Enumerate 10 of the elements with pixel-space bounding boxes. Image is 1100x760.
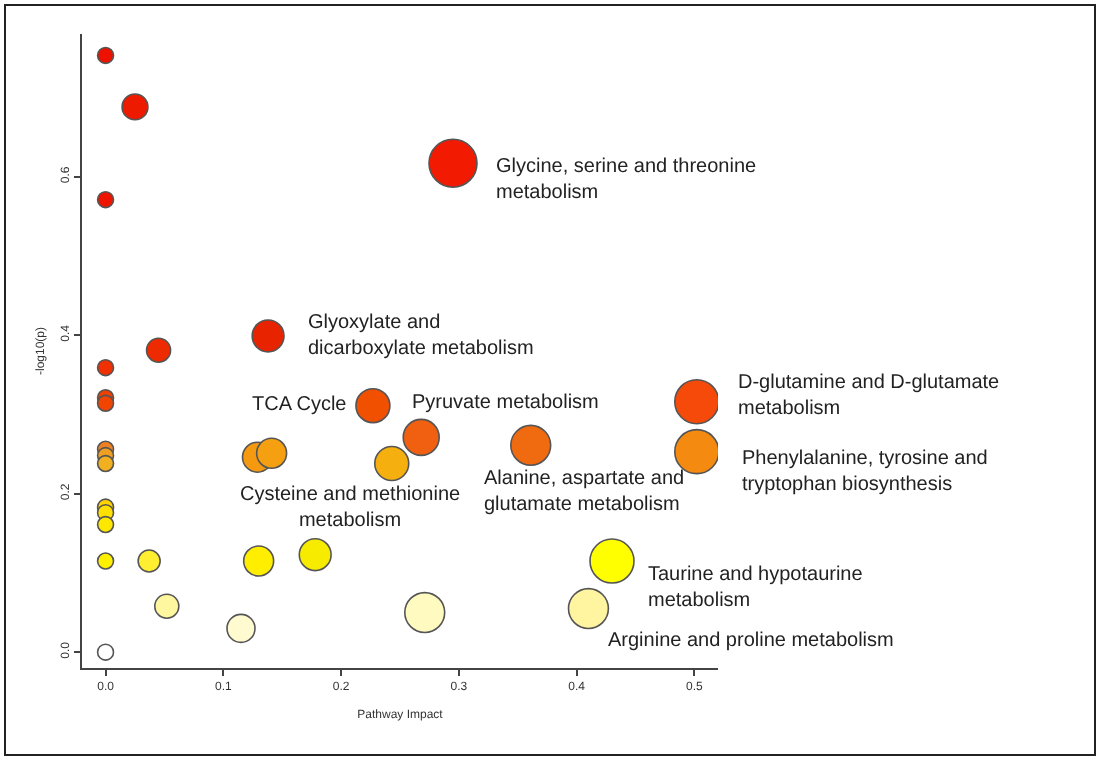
annotation: Phenylalanine, tyrosine and tryptophan biosynthesis — [742, 448, 988, 496]
annotation: Pyruvate metabolism — [412, 392, 599, 414]
annotation: Glycine, serine and threonine metabolism — [496, 156, 758, 204]
annotation: Glyoxylate and dicarboxylate metabolism — [308, 312, 534, 360]
annotation: Arginine and proline metabolism — [608, 630, 894, 652]
annotation: Taurine and hypotaurine metabolism — [648, 564, 864, 612]
annotation: Alanine, aspartate and glutamate metabolism — [484, 468, 685, 516]
annotation: D-glutamine and D-glutamate metabolism — [738, 372, 1001, 420]
annotation: Cysteine and methionine metabolism — [240, 484, 462, 532]
annotation: TCA Cycle — [252, 394, 348, 416]
